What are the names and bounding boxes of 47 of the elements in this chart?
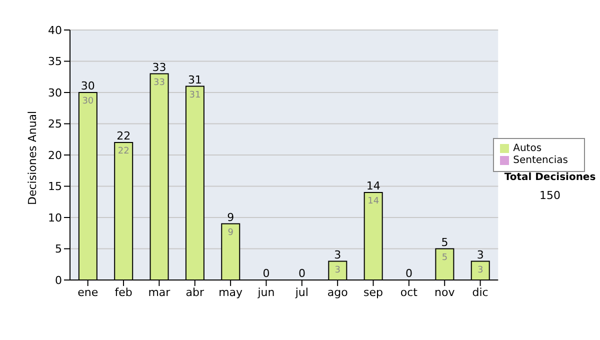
x-tick-label: jul: [294, 286, 308, 299]
data-label: 3: [478, 265, 484, 276]
text: 150: [538, 189, 562, 202]
y-axis-title: Decisiones Anual: [26, 110, 39, 205]
x-tick-label: oct: [400, 286, 418, 299]
x-tick-label: mar: [148, 286, 171, 299]
data-label: 5: [442, 252, 448, 263]
text: Total Decisiones: [503, 172, 597, 183]
legend-label: Autos: [513, 143, 542, 154]
data-label: 22: [118, 146, 130, 156]
y-tick-label: 20: [48, 148, 62, 162]
x-tick-label: feb: [114, 286, 132, 299]
x-tick-label: jun: [256, 286, 275, 299]
x-tick-label: nov: [434, 286, 456, 299]
x-tick-label: dic: [472, 286, 488, 299]
total-label: 3: [476, 248, 484, 262]
y-tick-label: 15: [48, 180, 62, 194]
total-label: 0: [262, 267, 270, 280]
data-label: 3: [334, 265, 341, 276]
total-label: 22: [116, 130, 131, 142]
x-tick-label: abr: [186, 286, 204, 299]
y-tick-label: 5: [55, 242, 62, 256]
data-label: 31: [189, 90, 201, 100]
x-tick-label: ene: [78, 286, 98, 299]
total-label: 14: [366, 180, 380, 192]
y-tick-label: 10: [48, 211, 62, 224]
total-label: 3: [334, 248, 342, 262]
total-label: 0: [406, 267, 413, 280]
x-tick-label: sep: [364, 286, 384, 299]
x-tick-label: may: [218, 286, 244, 299]
total-label: 5: [441, 236, 448, 249]
data-label: 14: [368, 196, 380, 206]
total-label: 0: [298, 267, 306, 280]
total-label: 30: [80, 80, 95, 92]
data-label: 9: [228, 228, 234, 238]
legend-label: Sentencias: [513, 155, 568, 166]
total-label: 9: [227, 210, 234, 224]
y-tick-label: 35: [48, 55, 62, 68]
y-tick-label: 30: [48, 86, 62, 100]
y-tick-label: 40: [48, 24, 62, 37]
y-tick-label: 25: [48, 118, 62, 131]
total-label: 33: [152, 60, 166, 74]
data-label: 30: [82, 96, 94, 106]
total-label: 31: [188, 73, 202, 86]
y-tick-label: 0: [55, 274, 62, 287]
x-tick-label: ago: [327, 286, 348, 299]
data-label: 33: [154, 78, 165, 88]
